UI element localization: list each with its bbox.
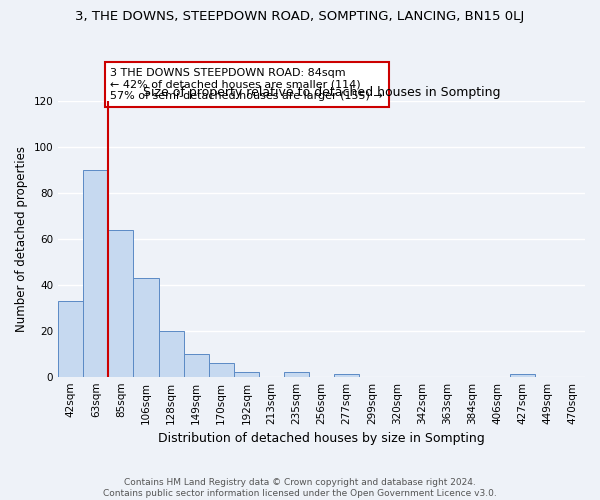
Bar — [109, 230, 133, 376]
X-axis label: Distribution of detached houses by size in Sompting: Distribution of detached houses by size … — [158, 432, 485, 445]
Bar — [133, 278, 158, 376]
Text: 3 THE DOWNS STEEPDOWN ROAD: 84sqm
← 42% of detached houses are smaller (114)
57%: 3 THE DOWNS STEEPDOWN ROAD: 84sqm ← 42% … — [110, 68, 383, 101]
Bar — [158, 331, 184, 376]
Bar — [209, 363, 234, 376]
Bar — [184, 354, 209, 376]
Bar — [58, 301, 83, 376]
Text: Contains HM Land Registry data © Crown copyright and database right 2024.
Contai: Contains HM Land Registry data © Crown c… — [103, 478, 497, 498]
Title: Size of property relative to detached houses in Sompting: Size of property relative to detached ho… — [143, 86, 500, 98]
Bar — [510, 374, 535, 376]
Bar — [234, 372, 259, 376]
Text: 3, THE DOWNS, STEEPDOWN ROAD, SOMPTING, LANCING, BN15 0LJ: 3, THE DOWNS, STEEPDOWN ROAD, SOMPTING, … — [76, 10, 524, 23]
Y-axis label: Number of detached properties: Number of detached properties — [15, 146, 28, 332]
Bar — [334, 374, 359, 376]
Bar — [83, 170, 109, 376]
Bar — [284, 372, 309, 376]
